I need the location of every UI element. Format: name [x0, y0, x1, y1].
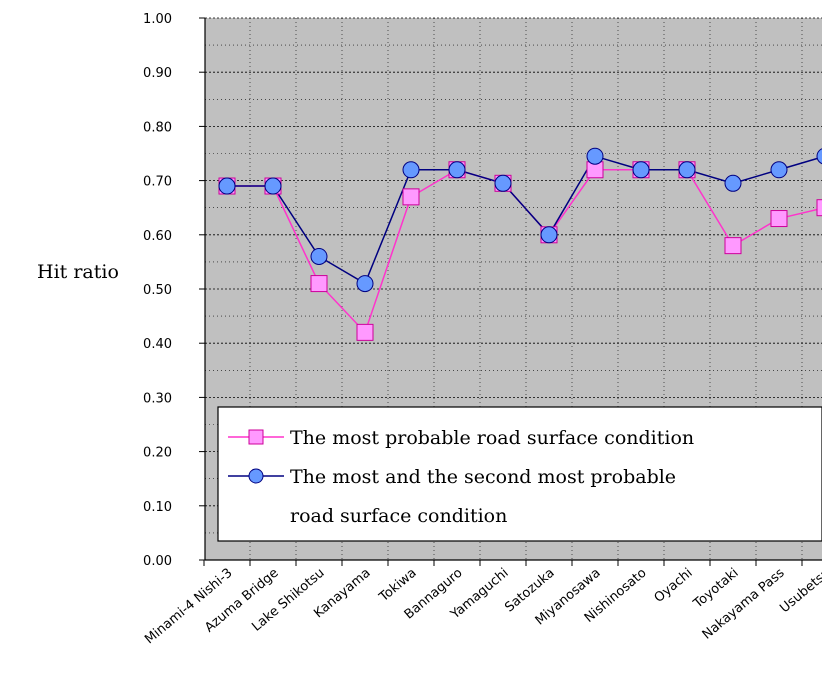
y-tick-label: 0.80 — [143, 120, 172, 135]
series-1-point — [310, 275, 328, 293]
legend-marker-series-1 — [248, 429, 264, 445]
y-tick-label: 0.20 — [143, 446, 172, 461]
y-tick-label: 0.40 — [143, 337, 172, 352]
series-2-point — [540, 226, 558, 244]
y-tick-label: 0.00 — [143, 554, 172, 569]
y-tick-label: 0.70 — [143, 175, 172, 190]
series-2-point — [632, 161, 650, 179]
series-2-point — [494, 174, 512, 192]
legend-box — [217, 406, 822, 542]
series-2-point — [264, 177, 282, 195]
series-2-point — [816, 148, 822, 165]
x-tick-label: Oyachi — [652, 566, 696, 606]
series-1-point — [816, 199, 822, 217]
y-tick-label: 0.30 — [143, 391, 172, 406]
series-2-point — [310, 247, 328, 265]
y-tick-label: 0.50 — [143, 283, 172, 298]
series-2-point — [356, 275, 374, 293]
series-2-point — [218, 177, 236, 195]
y-axis-label: Hit ratio — [37, 261, 119, 283]
series-2-point — [770, 161, 788, 179]
y-tick-label: 0.10 — [143, 500, 172, 515]
x-tick-label: Tokiwa — [376, 566, 420, 606]
series-1-point — [356, 323, 374, 341]
y-tick-label: 1.00 — [143, 12, 172, 27]
legend-label-series-1: The most probable road surface condition — [290, 427, 694, 449]
legend-label-series-2-line-2: road surface condition — [290, 505, 507, 527]
y-tick-label: 0.90 — [143, 66, 172, 81]
series-2-point — [448, 161, 466, 179]
series-2-point — [678, 161, 696, 179]
x-tick-label: Minami-4 Nishi-3 — [142, 566, 235, 648]
x-tick-label: Nakayama Pass — [700, 565, 788, 642]
legend-label-series-2-line-1: The most and the second most probable — [290, 466, 676, 488]
series-2-point — [586, 147, 604, 165]
series-2-point — [402, 161, 420, 179]
series-1-point — [724, 237, 742, 255]
series-1-point — [402, 188, 420, 206]
legend: The most probable road surface condition… — [217, 406, 822, 542]
series-1-point — [770, 210, 788, 228]
legend-marker-series-2 — [248, 468, 264, 484]
y-tick-label: 0.60 — [143, 229, 172, 244]
series-2-point — [724, 174, 742, 192]
